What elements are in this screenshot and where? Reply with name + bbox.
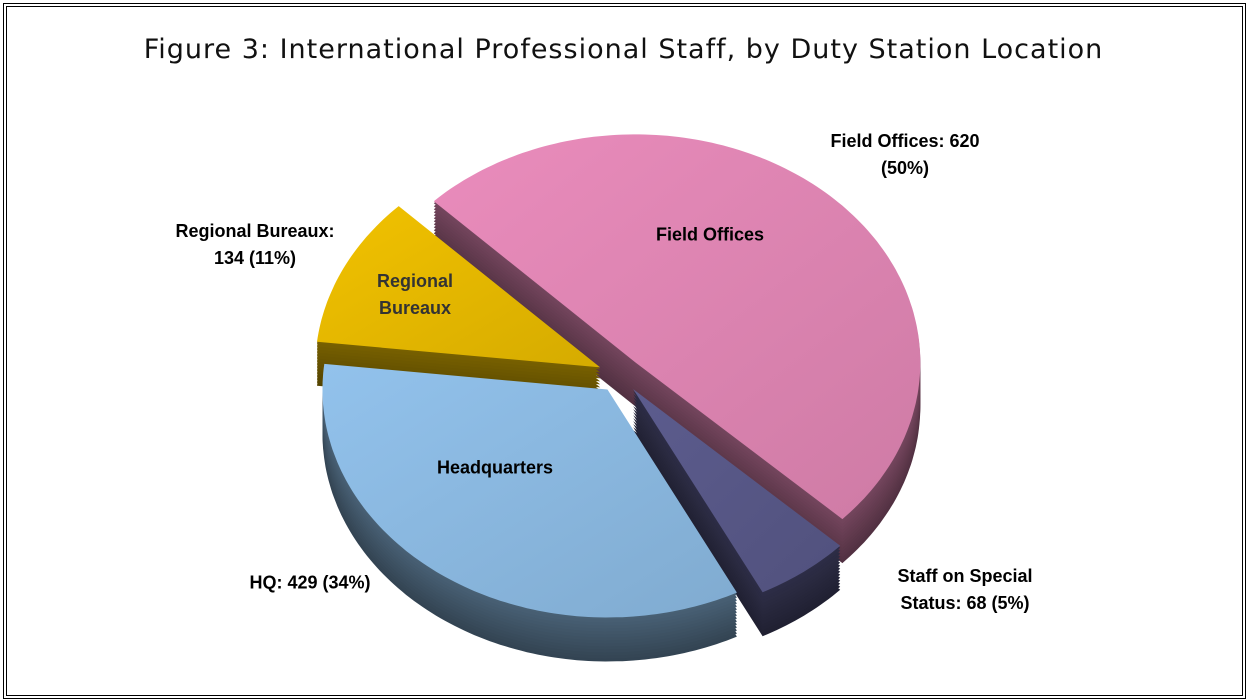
slice — [317, 206, 601, 368]
frame — [3, 3, 1246, 699]
slice — [433, 134, 921, 520]
data-label: Regional Bureaux: 134 (11%) — [175, 221, 335, 268]
data-label: HQ: 429 (34%) — [249, 572, 371, 593]
slice-label: Regional Bureaux — [376, 271, 453, 318]
chart-title: Figure 3: International Professional Sta… — [143, 34, 1104, 65]
slice-label: Field Offices — [655, 224, 765, 245]
data-label: Staff on Special Status: 68 (5%) — [897, 566, 1033, 613]
slice — [322, 363, 737, 618]
data-label: Field Offices: 620 (50%) — [830, 131, 980, 178]
slice — [633, 389, 841, 593]
slice-label: Headquarters — [436, 457, 554, 478]
